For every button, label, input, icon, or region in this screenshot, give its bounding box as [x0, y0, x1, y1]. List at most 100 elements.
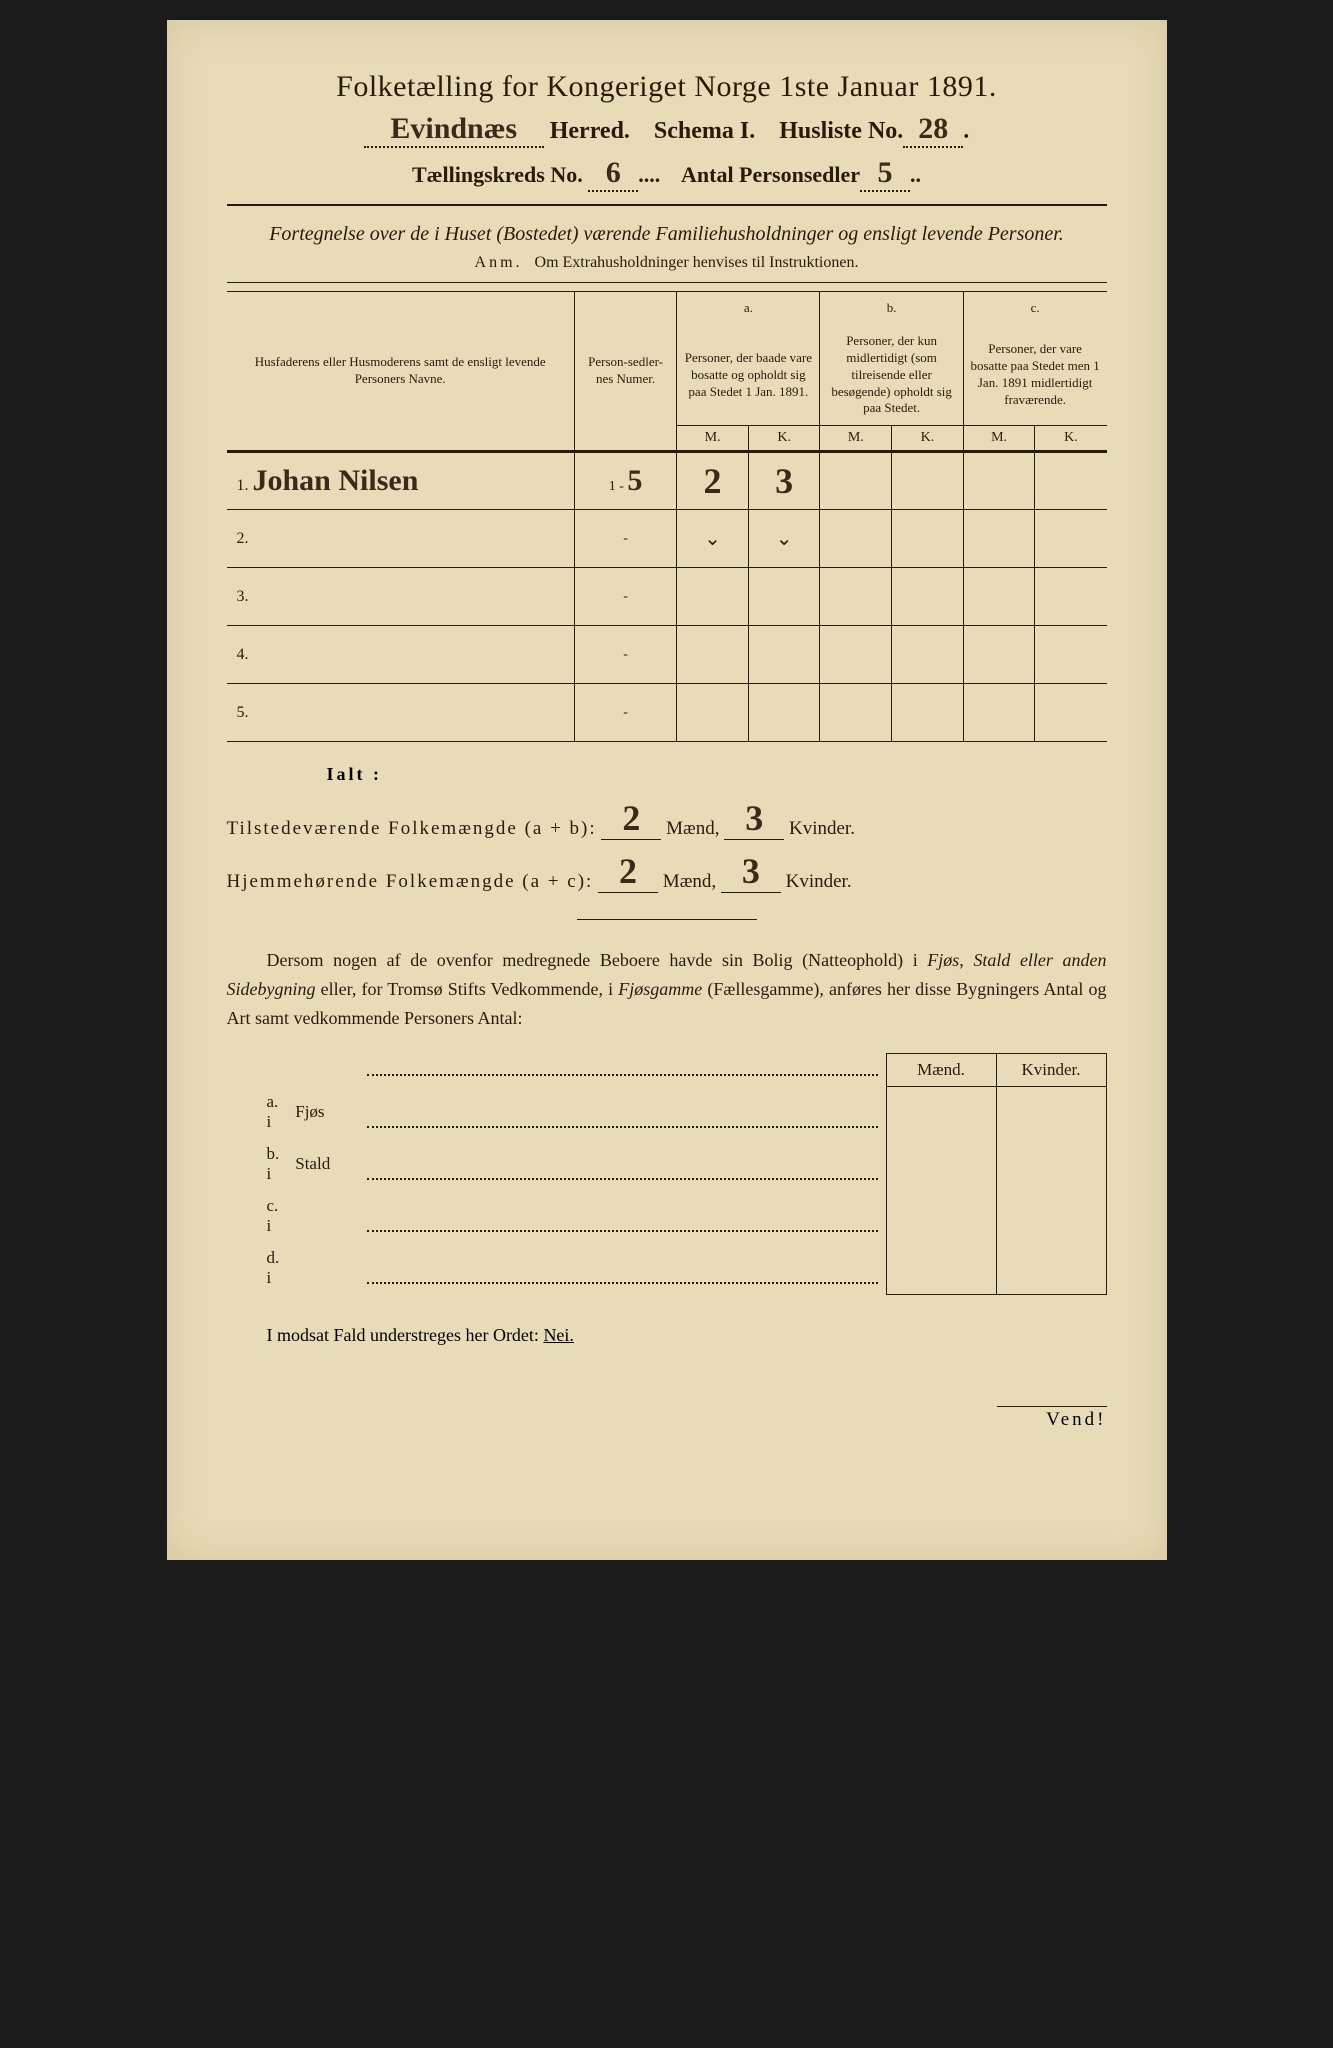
summary-resident-k: 3 [742, 851, 760, 891]
col-b-m: M. [820, 426, 892, 452]
outbuilding-row-k [996, 1242, 1106, 1294]
outbuilding-row-type [287, 1242, 367, 1294]
vend-label: Vend! [997, 1406, 1107, 1431]
maend-label: Mænd, [666, 818, 719, 839]
ialt-label: Ialt : [327, 764, 1107, 785]
schema-label: Schema I. [654, 118, 755, 144]
outbuilding-row-m [886, 1086, 996, 1138]
page-title: Folketælling for Kongeriget Norge 1ste J… [227, 70, 1107, 104]
row-c-k [1035, 626, 1107, 684]
row-c-m [963, 510, 1035, 568]
row-name-cell: 2. [227, 510, 575, 568]
outbuilding-row-k [996, 1086, 1106, 1138]
outbuilding-row-letter: a. i [227, 1086, 288, 1138]
row-name-cell: 1. Johan Nilsen [227, 452, 575, 510]
row-name-cell: 3. [227, 568, 575, 626]
row-a-m [677, 626, 749, 684]
outbuilding-row: c. i [227, 1190, 1107, 1242]
summary-present-m: 2 [622, 798, 640, 838]
antal-number: 5 [878, 156, 893, 189]
row-c-m [963, 684, 1035, 742]
outbuilding-row: d. i [227, 1242, 1107, 1294]
table-row: 4. - [227, 626, 1107, 684]
row-num-cell: - [574, 510, 676, 568]
row-c-k [1035, 684, 1107, 742]
col-a-top: a. [677, 292, 820, 325]
row-b-k [892, 510, 964, 568]
nei-line: I modsat Fald understreges her Ordet: Ne… [267, 1325, 1107, 1346]
husliste-label: Husliste No. [779, 118, 903, 144]
row-a-m [677, 568, 749, 626]
row-num-cell: - [574, 568, 676, 626]
outbuilding-paragraph: Dersom nogen af de ovenfor medregnede Be… [227, 946, 1107, 1032]
subtitle: Fortegnelse over de i Huset (Bostedet) v… [227, 220, 1107, 248]
maend-label-2: Mænd, [663, 871, 716, 892]
col-num-header: Person-sedler-nes Numer. [574, 292, 676, 452]
outbuilding-row: a. i Fjøs [227, 1086, 1107, 1138]
row-a-k [748, 684, 820, 742]
row-b-k [892, 568, 964, 626]
person-name-handwritten: Johan Nilsen [253, 464, 419, 497]
col-b-top: b. [820, 292, 963, 325]
col-c-header: Personer, der vare bosatte paa Stedet me… [963, 325, 1106, 426]
summary-present-label: Tilstedeværende Folkemængde (a + b): [227, 818, 597, 839]
row-c-m [963, 626, 1035, 684]
outbuilding-row-type: Stald [287, 1138, 367, 1190]
kreds-label: Tællingskreds No. [412, 162, 583, 187]
outbuilding-row-type [287, 1190, 367, 1242]
short-divider [577, 919, 757, 920]
col-c-k: K. [1035, 426, 1107, 452]
row-a-m [677, 684, 749, 742]
antal-label: Antal Personsedler [681, 162, 860, 187]
outbuilding-row-letter: c. i [227, 1190, 288, 1242]
outbuilding-row-fill [367, 1086, 886, 1138]
row-a-k: ⌄ [748, 510, 820, 568]
col-b-header: Personer, der kun midlertidigt (som tilr… [820, 325, 963, 426]
anm-note: Anm. Om Extrahusholdninger henvises til … [227, 254, 1107, 272]
herred-name-handwritten: Evindnæs [390, 112, 517, 145]
table-row: 2. - ⌄ ⌄ [227, 510, 1107, 568]
outbuilding-row-m [886, 1138, 996, 1190]
anm-prefix: Anm. [475, 254, 523, 271]
row-num-cell: - [574, 684, 676, 742]
row-c-m [963, 452, 1035, 510]
table-row: 3. - [227, 568, 1107, 626]
row-a-m: ⌄ [677, 510, 749, 568]
nei-text: I modsat Fald understreges her Ordet: [267, 1325, 539, 1345]
row-b-m [820, 626, 892, 684]
outbuilding-row-m [886, 1242, 996, 1294]
bottom-kvinder-header: Kvinder. [996, 1053, 1106, 1086]
husliste-number: 28 [918, 112, 948, 145]
row-name-cell: 5. [227, 684, 575, 742]
col-c-top: c. [963, 292, 1106, 325]
row-c-m [963, 568, 1035, 626]
summary-present: Tilstedeværende Folkemængde (a + b): 2 M… [227, 797, 1107, 840]
summary-resident-m: 2 [619, 851, 637, 891]
header-line-2: Evindnæs Herred. Schema I. Husliste No. 2… [227, 112, 1107, 148]
row-b-m [820, 452, 892, 510]
row-b-k [892, 626, 964, 684]
bottom-maend-header: Mænd. [886, 1053, 996, 1086]
col-a-m: M. [677, 426, 749, 452]
anm-text: Om Extrahusholdninger henvises til Instr… [535, 254, 859, 271]
col-name-header: Husfaderens eller Husmoderens samt de en… [227, 292, 575, 452]
row-c-k [1035, 568, 1107, 626]
row-b-k [892, 684, 964, 742]
row-a-k [748, 626, 820, 684]
col-a-k: K. [748, 426, 820, 452]
outbuilding-row-letter: d. i [227, 1242, 288, 1294]
outbuilding-row: b. i Stald [227, 1138, 1107, 1190]
outbuilding-row-fill [367, 1138, 886, 1190]
herred-label: Herred. [550, 118, 630, 144]
kreds-number: 6 [606, 156, 621, 189]
summary-resident: Hjemmehørende Folkemængde (a + c): 2 Mæn… [227, 850, 1107, 893]
row-num-cell: - [574, 626, 676, 684]
header-line-3: Tællingskreds No. 6.... Antal Personsedl… [227, 156, 1107, 192]
summary-present-k: 3 [745, 798, 763, 838]
col-c-m: M. [963, 426, 1035, 452]
household-table: Husfaderens eller Husmoderens samt de en… [227, 291, 1107, 742]
outbuilding-row-k [996, 1190, 1106, 1242]
outbuilding-row-type: Fjøs [287, 1086, 367, 1138]
outbuilding-row-letter: b. i [227, 1138, 288, 1190]
table-row: 5. - [227, 684, 1107, 742]
